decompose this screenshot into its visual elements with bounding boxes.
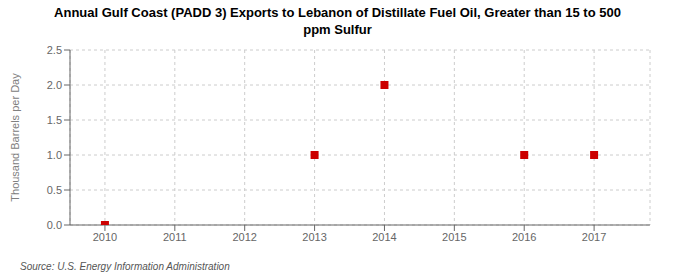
- svg-text:2017: 2017: [582, 231, 606, 243]
- svg-text:2013: 2013: [302, 231, 326, 243]
- svg-text:0.0: 0.0: [47, 219, 62, 231]
- svg-text:2012: 2012: [232, 231, 256, 243]
- svg-text:2011: 2011: [163, 231, 187, 243]
- svg-text:0.5: 0.5: [47, 184, 62, 196]
- html-text:Source: U.S. Energy Informatio: Source: U.S. Energy Information Administ…: [20, 261, 230, 272]
- svg-text:1.0: 1.0: [47, 149, 62, 161]
- html-text:Annual Gulf Coast (PADD 3) Exp: Annual Gulf Coast (PADD 3) Exports to Le…: [54, 5, 621, 20]
- svg-text:2014: 2014: [372, 231, 396, 243]
- svg-text:2015: 2015: [442, 231, 466, 243]
- svg-text:Thousand Barrels per Day: Thousand Barrels per Day: [9, 73, 21, 202]
- html-text:ppm Sulfur: ppm Sulfur: [303, 22, 372, 37]
- svg-text:2.0: 2.0: [47, 79, 62, 91]
- svg-text:1.5: 1.5: [47, 114, 62, 126]
- svg-text:2010: 2010: [93, 231, 117, 243]
- svg-text:2016: 2016: [512, 231, 536, 243]
- svg-text:2.5: 2.5: [47, 44, 62, 56]
